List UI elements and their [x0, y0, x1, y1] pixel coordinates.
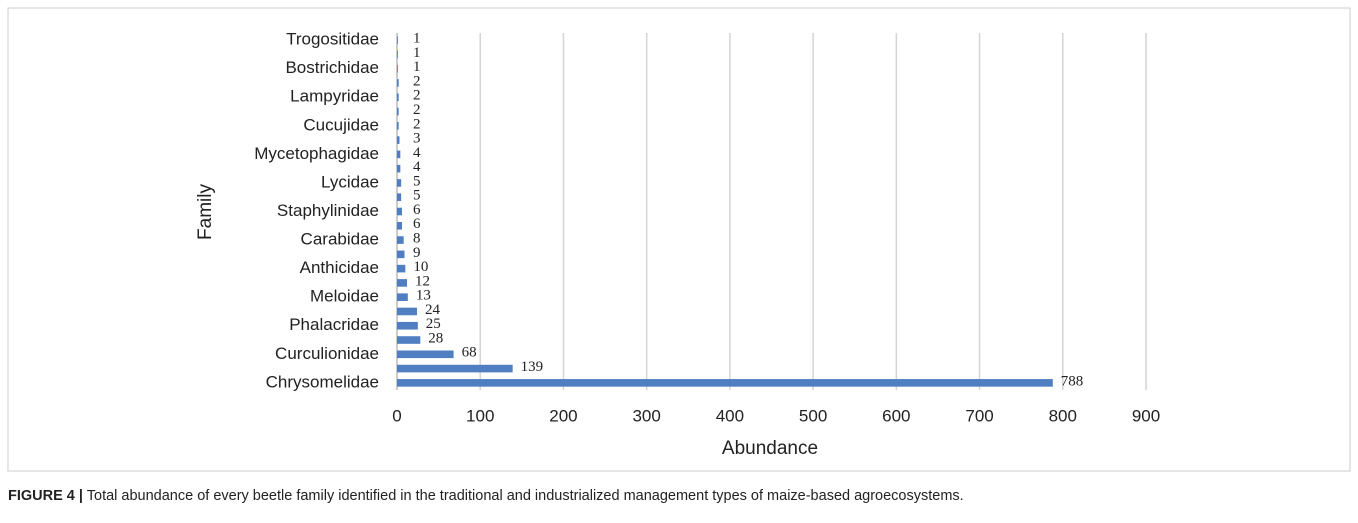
x-tick-label: 600 — [882, 406, 910, 425]
value-label: 13 — [416, 288, 431, 304]
y-tick-label: Phalacridae — [289, 315, 379, 334]
bar — [397, 250, 405, 259]
bar — [397, 379, 1053, 387]
value-label: 1 — [413, 59, 421, 75]
value-label: 25 — [426, 316, 441, 332]
x-tick-label: 0 — [392, 406, 401, 425]
y-tick-label: Anthicidae — [300, 258, 379, 277]
value-label: 139 — [521, 359, 544, 375]
value-label: 12 — [415, 273, 430, 289]
y-tick-label: Bostrichidae — [285, 58, 379, 77]
y-tick-label: Meloidae — [310, 287, 379, 306]
value-label: 4 — [413, 159, 421, 175]
bar — [397, 336, 421, 344]
bar — [397, 279, 407, 287]
value-label: 2 — [413, 102, 421, 118]
y-tick-label: Staphylinidae — [277, 201, 379, 220]
y-tick-label: Curculionidae — [275, 344, 379, 363]
value-label: 2 — [413, 73, 421, 89]
value-label: 788 — [1061, 373, 1084, 389]
bar — [397, 79, 399, 87]
value-label: 1 — [413, 31, 421, 47]
bar — [397, 179, 402, 187]
value-label: 2 — [413, 116, 421, 132]
x-tick-label: 400 — [716, 406, 744, 425]
x-tick-label: 200 — [549, 406, 577, 425]
value-label: 68 — [462, 345, 477, 361]
y-tick-label: Chrysomelidae — [266, 372, 379, 391]
bar — [397, 164, 401, 173]
bar — [397, 36, 398, 44]
bar — [397, 293, 408, 301]
value-label: 4 — [413, 145, 421, 161]
y-tick-label: Mycetophagidae — [254, 144, 379, 163]
bar — [397, 321, 418, 330]
frame — [7, 7, 1351, 472]
x-tick-label: 900 — [1132, 406, 1160, 425]
bar — [397, 64, 398, 73]
value-label: 3 — [413, 131, 421, 147]
y-tick-label: Lampyridae — [290, 87, 379, 106]
bar — [397, 193, 402, 202]
value-label: 5 — [413, 173, 421, 189]
value-label: 6 — [413, 202, 421, 218]
bar — [397, 207, 402, 216]
x-tick-label: 700 — [965, 406, 993, 425]
value-label: 2 — [413, 88, 421, 104]
x-tick-label: 500 — [799, 406, 827, 425]
bar — [397, 50, 398, 59]
x-tick-label: 800 — [1049, 406, 1077, 425]
y-tick-label: Cucujidae — [303, 115, 379, 134]
bar — [397, 136, 400, 144]
value-label: 8 — [413, 230, 421, 246]
bar — [397, 107, 399, 116]
bar — [397, 236, 404, 244]
value-label: 28 — [428, 330, 443, 346]
caption-text: Total abundance of every beetle family i… — [86, 488, 964, 504]
y-axis-title: Family — [195, 184, 216, 240]
y-tick-label: Carabidae — [301, 230, 379, 249]
value-label: 5 — [413, 188, 421, 204]
y-tick-label: Trogositidae — [286, 30, 379, 49]
bar — [397, 221, 402, 230]
y-tick-label: Lycidae — [321, 172, 379, 191]
value-label: 10 — [413, 259, 428, 275]
value-label: 1 — [413, 45, 421, 61]
x-tick-label: 100 — [466, 406, 494, 425]
caption: FIGURE 4 | Total abundance of every beet… — [8, 488, 964, 504]
value-label: 24 — [425, 302, 441, 318]
x-axis-title: Abundance — [722, 438, 818, 459]
bar — [397, 122, 399, 130]
bar — [397, 350, 454, 359]
caption-label: FIGURE 4 | — [8, 488, 83, 504]
value-label: 6 — [413, 216, 421, 232]
bar — [397, 364, 513, 373]
bar — [397, 93, 399, 102]
value-label: 9 — [413, 245, 421, 261]
x-tick-label: 300 — [632, 406, 660, 425]
bar — [397, 264, 406, 273]
bar — [397, 150, 401, 159]
bar — [397, 307, 417, 316]
